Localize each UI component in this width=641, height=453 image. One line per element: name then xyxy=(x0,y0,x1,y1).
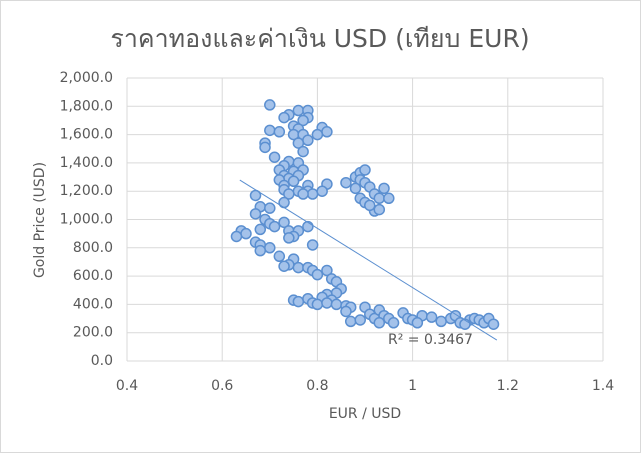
point xyxy=(302,220,314,233)
y-tick-label: 0.0 xyxy=(91,353,113,369)
point xyxy=(373,317,386,329)
point xyxy=(264,99,276,111)
point xyxy=(264,242,276,254)
point xyxy=(297,114,309,127)
point xyxy=(297,188,309,200)
point xyxy=(292,295,305,308)
point xyxy=(292,104,305,117)
point xyxy=(278,260,290,272)
chart-title: ราคาทองและค่าเงิน USD (เทียบ EUR) xyxy=(110,24,529,53)
point xyxy=(373,192,386,205)
point xyxy=(240,227,252,240)
point xyxy=(264,202,276,214)
point xyxy=(264,124,276,137)
point xyxy=(297,145,309,158)
x-tick-label: 0.4 xyxy=(116,378,138,394)
point xyxy=(273,126,286,138)
point xyxy=(254,244,267,257)
point xyxy=(364,199,376,212)
point xyxy=(230,230,243,243)
point xyxy=(383,192,395,205)
point xyxy=(249,208,262,220)
y-tick-label: 800.0 xyxy=(73,240,113,256)
point xyxy=(387,317,400,329)
point xyxy=(306,188,319,200)
x-tick-label: 1.2 xyxy=(497,378,519,394)
point xyxy=(311,298,324,311)
x-axis-label: EUR / USD xyxy=(329,406,401,422)
x-tick-label: 1.4 xyxy=(592,378,614,394)
point xyxy=(283,188,295,200)
y-axis-label: Gold Price (USD) xyxy=(32,162,48,278)
point xyxy=(373,203,386,216)
point xyxy=(425,311,438,323)
y-tick-label: 2,000.0 xyxy=(60,70,113,86)
point xyxy=(321,297,333,309)
point xyxy=(487,318,500,330)
point xyxy=(411,317,424,329)
trendline xyxy=(239,179,498,341)
point xyxy=(249,189,262,202)
point xyxy=(254,223,267,236)
point xyxy=(340,176,352,189)
point xyxy=(268,220,281,233)
point xyxy=(321,264,333,277)
y-tick-label: 1,800.0 xyxy=(60,98,113,114)
point xyxy=(278,111,290,124)
point xyxy=(268,151,281,163)
y-tick-label: 1,600.0 xyxy=(60,127,113,143)
point xyxy=(435,315,447,328)
point xyxy=(378,182,390,195)
point xyxy=(340,305,352,318)
point xyxy=(278,196,290,209)
point xyxy=(292,137,305,149)
point xyxy=(316,185,328,197)
point xyxy=(354,314,366,326)
point xyxy=(321,126,333,138)
point xyxy=(311,128,324,141)
x-tick-label: 0.8 xyxy=(306,378,328,394)
point xyxy=(287,175,300,188)
point xyxy=(259,141,271,154)
point xyxy=(311,268,324,281)
y-tick-label: 1,000.0 xyxy=(60,212,113,228)
y-tick-label: 200.0 xyxy=(73,325,113,341)
x-tick-label: 0.6 xyxy=(211,378,233,394)
y-tick-label: 400.0 xyxy=(73,296,113,312)
point xyxy=(330,298,343,311)
x-tick-label: 1 xyxy=(408,378,417,394)
y-tick-label: 1,400.0 xyxy=(60,155,113,171)
point xyxy=(349,182,362,195)
y-tick-label: 1,200.0 xyxy=(60,183,113,199)
point xyxy=(359,164,371,176)
point xyxy=(292,261,305,274)
point xyxy=(283,232,295,244)
point xyxy=(344,315,357,328)
point xyxy=(302,134,314,147)
trendline-label: R² = 0.3467 xyxy=(388,332,473,348)
point xyxy=(278,216,290,229)
point xyxy=(306,239,319,251)
y-tick-label: 600.0 xyxy=(73,268,113,284)
point xyxy=(273,250,286,263)
